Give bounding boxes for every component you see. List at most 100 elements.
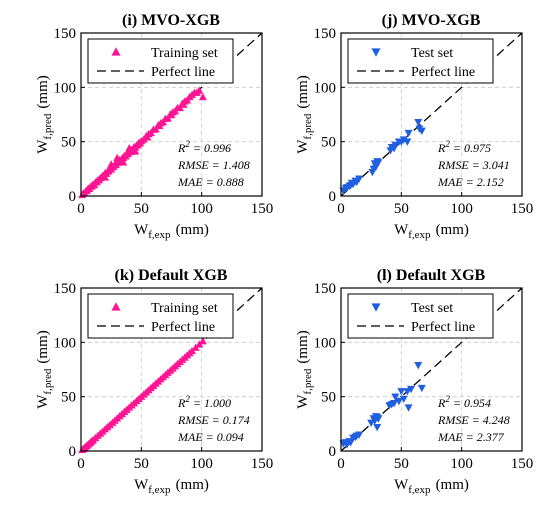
axis-ticks: 00 50 50 100 100 150 150 — [54, 26, 274, 217]
stat-r2: R2 = 0.996 — [177, 139, 231, 155]
panel-title: (k) Default XGB — [115, 267, 228, 284]
y-axis-label-unit: (mm) — [35, 75, 51, 108]
x-tick-label: 150 — [251, 456, 274, 472]
x-axis-label-unit: (mm) — [176, 222, 209, 238]
data-point — [414, 118, 423, 127]
data-point — [113, 153, 122, 162]
x-tick-label: 150 — [511, 201, 534, 217]
y-axis-label-unit: (mm) — [295, 330, 311, 363]
data-point — [391, 393, 400, 401]
x-axis-label-sub: f,exp — [148, 229, 171, 241]
data-point — [397, 388, 406, 396]
plot-frame — [80, 287, 263, 452]
data-point — [195, 86, 204, 94]
axis-ticks: 00 50 50 100 100 150 150 — [314, 281, 534, 472]
y-tick-label: 150 — [54, 26, 77, 42]
y-axis-label: Wf,pred (mm) — [295, 330, 314, 408]
stats-box: R2 = 0.954 RMSE = 4.248 MAE = 2.377 — [437, 394, 510, 444]
legend: Test set Perfect line — [347, 38, 494, 84]
legend-series-label: Training set — [151, 301, 218, 316]
data-point — [406, 385, 415, 394]
x-axis-label-main: W — [394, 222, 409, 238]
y-tick-label: 50 — [61, 135, 76, 151]
stat-mae: MAE = 0.094 — [177, 430, 244, 444]
y-axis-label-unit: (mm) — [35, 330, 51, 363]
stat-mae: MAE = 2.377 — [437, 430, 505, 444]
data-point — [404, 404, 413, 412]
stats-box: R2 = 1.000 RMSE = 0.174 MAE = 0.094 — [177, 394, 250, 444]
legend-marker — [111, 302, 121, 311]
y-tick-label: 0 — [69, 444, 77, 460]
x-tick-label: 50 — [394, 201, 409, 217]
stat-rmse: RMSE = 0.174 — [177, 413, 250, 427]
y-tick-label: 150 — [54, 281, 77, 297]
stat-r2: R2 = 0.975 — [437, 139, 491, 155]
svg-text:Wf,pred(mm): Wf,pred (mm) — [35, 330, 54, 408]
y-tick-label: 50 — [321, 390, 336, 406]
gridlines — [81, 288, 262, 451]
stats-box: R2 = 0.996 RMSE = 1.408 MAE = 0.888 — [177, 139, 250, 189]
y-axis-label-main: W — [295, 139, 311, 154]
data-markers — [78, 86, 207, 199]
axis-ticks: 00 50 50 100 100 150 150 — [54, 281, 274, 472]
y-axis-label-sub: f,pred — [42, 113, 54, 139]
data-markers — [78, 337, 207, 454]
stat-r2: R2 = 0.954 — [437, 394, 491, 410]
panel-title: (j) MVO-XGB — [382, 12, 481, 29]
data-point — [391, 141, 400, 150]
x-tick-label: 50 — [134, 201, 149, 217]
gridlines — [81, 33, 262, 196]
x-tick-label: 100 — [450, 456, 473, 472]
panel-title: (i) MVO-XGB — [122, 12, 220, 29]
data-point — [414, 362, 423, 370]
panel-k: (k) Default XGB 00 50 50 100 100 150 150 Wf,pr… — [35, 267, 273, 496]
data-point — [417, 127, 426, 135]
gridlines — [341, 288, 522, 451]
data-point — [374, 415, 383, 423]
y-tick-label: 50 — [321, 135, 336, 151]
data-point — [403, 138, 412, 146]
gridlines — [341, 33, 522, 196]
data-point — [125, 143, 134, 152]
y-axis-label-main: W — [35, 394, 51, 409]
y-axis-label-unit: (mm) — [295, 75, 311, 108]
x-axis-label-main: W — [134, 477, 149, 493]
axis-ticks: 00 50 50 100 100 150 150 — [314, 26, 534, 217]
x-axis-label: Wf,exp (mm) — [134, 222, 209, 241]
stat-r2: R2 = 1.000 — [177, 394, 231, 410]
y-tick-label: 150 — [314, 26, 337, 42]
y-tick-label: 100 — [54, 80, 77, 96]
legend-perfect-label: Perfect line — [411, 65, 475, 80]
data-point — [107, 160, 116, 168]
data-point — [101, 173, 110, 181]
y-axis-label: Wf,pred (mm) — [35, 330, 54, 408]
x-tick-label: 50 — [394, 456, 409, 472]
x-axis-label-unit: (mm) — [436, 222, 469, 238]
stat-rmse: RMSE = 3.041 — [437, 158, 510, 172]
data-point — [399, 395, 408, 404]
x-tick-label: 0 — [77, 201, 85, 217]
stats-box: R2 = 0.975 RMSE = 3.041 MAE = 2.152 — [437, 139, 510, 189]
data-point — [390, 400, 399, 408]
legend-box — [347, 293, 494, 339]
y-axis-label-main: W — [295, 394, 311, 409]
svg-text:Wf,pred(mm): Wf,pred (mm) — [295, 330, 314, 408]
legend-perfect-label: Perfect line — [151, 65, 215, 80]
x-axis-label-unit: (mm) — [436, 477, 469, 493]
stat-mae: MAE = 0.888 — [177, 175, 244, 189]
x-tick-label: 50 — [134, 456, 149, 472]
x-axis-label-sub: f,exp — [148, 484, 171, 496]
y-tick-label: 50 — [61, 390, 76, 406]
x-tick-label: 100 — [450, 201, 473, 217]
y-tick-label: 0 — [329, 444, 337, 460]
data-point — [131, 147, 140, 155]
panel-title: (l) Default XGB — [377, 267, 486, 284]
legend: Training set Perfect line — [87, 38, 234, 84]
legend-perfect-label: Perfect line — [411, 320, 475, 335]
y-axis-label: Wf,pred (mm) — [35, 75, 54, 153]
y-axis-label: Wf,pred (mm) — [295, 75, 314, 153]
data-point — [404, 129, 413, 138]
x-tick-label: 150 — [511, 456, 534, 472]
y-tick-label: 150 — [314, 281, 337, 297]
panel-l: (l) Default XGB 00 50 50 100 100 150 150 Wf,pr… — [295, 267, 533, 496]
